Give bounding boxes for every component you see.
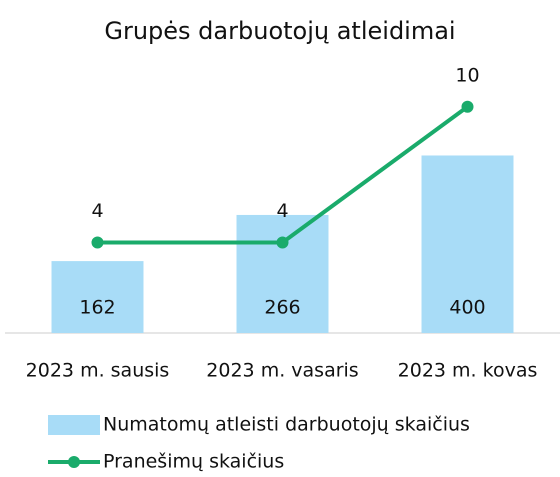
legend-swatch — [48, 415, 100, 435]
x-tick-label: 2023 m. kovas — [398, 360, 538, 382]
bar — [421, 155, 514, 333]
x-tick-label: 2023 m. sausis — [26, 360, 170, 382]
line-point — [276, 236, 289, 249]
x-tick-label: 2023 m. vasaris — [206, 360, 358, 382]
bar-value-label: 162 — [79, 297, 115, 319]
bar-value-label: 400 — [449, 297, 485, 319]
bar-value-label: 266 — [264, 297, 300, 319]
line-point — [91, 236, 104, 249]
legend-swatch — [68, 456, 80, 468]
legend-label: Pranešimų skaičius — [103, 451, 284, 473]
line-value-label: 10 — [455, 64, 479, 86]
chart-title: Grupės darbuotojų atleidimai — [104, 17, 455, 45]
bar — [236, 214, 329, 333]
line-value-label: 4 — [91, 200, 103, 222]
legend-label: Numatomų atleisti darbuotojų skaičius — [103, 414, 470, 436]
bar — [51, 261, 144, 333]
line-value-label: 4 — [276, 200, 288, 222]
line-point — [461, 100, 474, 113]
